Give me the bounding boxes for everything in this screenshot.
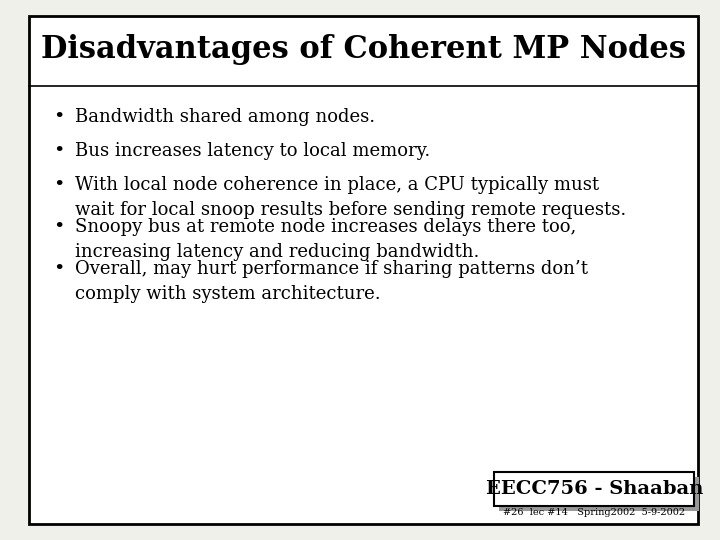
Text: With local node coherence in place, a CPU typically must
wait for local snoop re: With local node coherence in place, a CP…	[75, 176, 626, 219]
Text: Snoopy bus at remote node increases delays there too,
increasing latency and red: Snoopy bus at remote node increases dela…	[75, 218, 576, 260]
Text: EECC756 - Shaaban: EECC756 - Shaaban	[486, 480, 703, 498]
Bar	[495, 472, 694, 506]
Text: •: •	[53, 108, 65, 126]
Text: •: •	[53, 260, 65, 278]
Text: #26  lec #14   Spring2002  5-9-2002: #26 lec #14 Spring2002 5-9-2002	[503, 508, 685, 517]
Text: •: •	[53, 218, 65, 236]
Text: Disadvantages of Coherent MP Nodes: Disadvantages of Coherent MP Nodes	[41, 34, 685, 65]
Bar	[500, 477, 699, 511]
Text: Overall, may hurt performance if sharing patterns don’t
comply with system archi: Overall, may hurt performance if sharing…	[75, 260, 588, 302]
Text: •: •	[53, 142, 65, 160]
Text: Bus increases latency to local memory.: Bus increases latency to local memory.	[75, 142, 430, 160]
Text: Bandwidth shared among nodes.: Bandwidth shared among nodes.	[75, 108, 375, 126]
Text: •: •	[53, 176, 65, 194]
